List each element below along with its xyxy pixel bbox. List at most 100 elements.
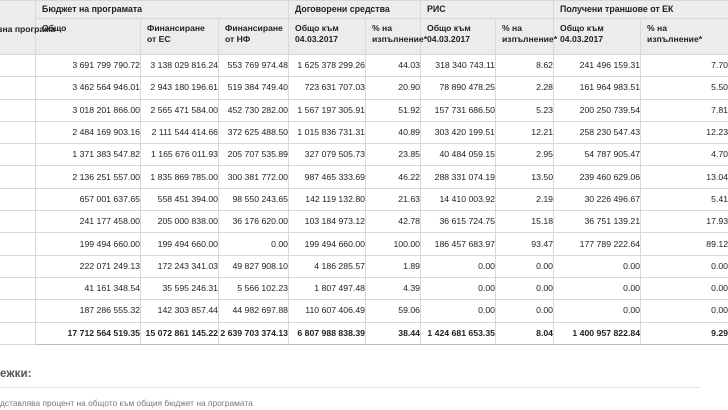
table-subheader-row: Общо Финансиране от ЕС Финансиране от НФ… [0, 17, 728, 55]
row-label[interactable] [0, 120, 36, 145]
table-row: п 199 494 660.00 199 494 660.00 0.00 199… [0, 232, 728, 256]
cell-ris-percent: 0.00 [495, 276, 555, 301]
cell-tranches-total: 30 226 496.67 [553, 187, 642, 212]
cell-ris-total: 36 615 724.75 [420, 210, 497, 234]
group-header-program-budget: Бюджет на програмата [34, 0, 290, 19]
cell-eu-funding: 172 243 341.03 [140, 254, 219, 278]
cell-eu-funding: 2 565 471 584.00 [140, 98, 219, 122]
table-row: 657 001 637.65 558 451 394.00 98 550 243… [0, 187, 728, 212]
cell-ris-percent: 5.23 [495, 98, 555, 122]
cell-ris-total: 0.00 [420, 299, 497, 323]
table-body: 3 691 799 790.72 3 138 029 816.24 553 76… [0, 53, 728, 345]
cell-ris-total: 0.00 [420, 276, 497, 301]
cell-nf-funding: 49 827 908.10 [217, 254, 290, 278]
cell-total-budget: 2 136 251 557.00 [35, 165, 141, 189]
cell-contracted-total: 110 607 406.49 [288, 299, 367, 323]
cell-tranches-percent: 5.50 [640, 76, 728, 100]
cell-tranches-percent: 89.12 [640, 232, 728, 256]
cell-ris-total: 40 484 059.15 [420, 143, 497, 167]
cell-contracted-total: 1 625 378 299.26 [288, 53, 367, 78]
cell-eu-funding: 1 165 676 011.93 [140, 143, 219, 167]
row-label[interactable] [0, 276, 36, 301]
cell-tranches-total: 0.00 [553, 276, 642, 301]
cell-contracted-total: 199 494 660.00 [288, 232, 367, 256]
row-label[interactable] [0, 187, 36, 212]
col-header-tranches-percent: % на изпълнение* [640, 17, 728, 55]
group-header-ec-tranches: Получени траншове от ЕК [553, 0, 728, 19]
cell-ris-percent: 2.95 [495, 143, 555, 167]
row-label[interactable] [0, 299, 36, 323]
cell-tranches-percent: 4.70 [640, 143, 728, 167]
budget-table: Оперативна програма Бюджет на програмата… [0, 0, 728, 345]
table-row: 2 136 251 557.00 1 835 869 785.00 300 38… [0, 165, 728, 189]
row-label[interactable] [0, 210, 36, 234]
cell-ris-total: 288 331 074.19 [420, 165, 497, 189]
cell-total-budget: 199 494 660.00 [35, 232, 141, 256]
cell-nf-funding: 553 769 974.48 [217, 53, 290, 78]
row-header-corner: Оперативна програма [0, 0, 55, 55]
cell-contracted-total: 327 079 505.73 [288, 143, 367, 167]
cell-contracted-percent: 46.22 [365, 165, 422, 189]
cell-contracted-percent: 23.85 [365, 143, 422, 167]
row-label[interactable]: п [0, 232, 36, 256]
cell-ris-percent: 0.00 [495, 254, 555, 278]
cell-eu-funding: 199 494 660.00 [140, 232, 219, 256]
cell-eu-funding: 3 138 029 816.24 [140, 53, 219, 78]
cell-ris-total: 157 731 686.50 [420, 98, 497, 122]
cell-total-budget: 657 001 637.65 [35, 187, 141, 212]
cell-tranches-total: 36 751 139.21 [553, 210, 642, 234]
total-eu-funding: 15 072 861 145.22 [140, 321, 219, 345]
cell-contracted-total: 987 465 333.69 [288, 165, 367, 189]
cell-eu-funding: 1 835 869 785.00 [140, 165, 219, 189]
total-ris-percent: 8.04 [495, 321, 555, 345]
row-label[interactable] [0, 53, 36, 78]
cell-contracted-percent: 44.03 [365, 53, 422, 78]
cell-total-budget: 222 071 249.13 [35, 254, 141, 278]
cell-tranches-total: 241 496 159.31 [553, 53, 642, 78]
cell-tranches-percent: 0.00 [640, 299, 728, 323]
cell-ris-percent: 93.47 [495, 232, 555, 256]
row-label[interactable] [0, 254, 36, 278]
table-row: 222 071 249.13 172 243 341.03 49 827 908… [0, 254, 728, 278]
cell-tranches-total: 258 230 547.43 [553, 120, 642, 145]
cell-contracted-percent: 40.89 [365, 120, 422, 145]
cell-ris-percent: 12.21 [495, 120, 555, 145]
total-nf-funding: 2 639 703 374.13 [217, 321, 290, 345]
cell-nf-funding: 205 707 535.89 [217, 143, 290, 167]
table-group-header-row: Оперативна програма Бюджет на програмата… [0, 0, 728, 55]
cell-ris-percent: 0.00 [495, 299, 555, 323]
cell-eu-funding: 142 303 857.44 [140, 299, 219, 323]
cell-tranches-percent: 0.00 [640, 254, 728, 278]
row-label[interactable] [0, 98, 36, 122]
cell-total-budget: 187 286 555.32 [35, 299, 141, 323]
cell-contracted-percent: 51.92 [365, 98, 422, 122]
cell-tranches-percent: 7.81 [640, 98, 728, 122]
cell-tranches-total: 177 789 222.64 [553, 232, 642, 256]
row-label[interactable] [0, 76, 36, 100]
cell-contracted-total: 103 184 973.12 [288, 210, 367, 234]
cell-total-budget: 3 462 564 946.01 [35, 76, 141, 100]
cell-ris-total: 303 420 199.51 [420, 120, 497, 145]
table-head: Оперативна програма Бюджет на програмата… [0, 0, 728, 55]
cell-nf-funding: 452 730 282.00 [217, 98, 290, 122]
cell-tranches-percent: 13.04 [640, 165, 728, 189]
cell-tranches-percent: 17.93 [640, 210, 728, 234]
cell-nf-funding: 5 566 102.23 [217, 276, 290, 301]
col-header-contracted-total: Общо към 04.03.2017 [288, 17, 367, 55]
cell-contracted-percent: 21.63 [365, 187, 422, 212]
col-header-ris-total: Общо към 04.03.2017 [420, 17, 497, 55]
row-label[interactable]: р [0, 143, 36, 167]
table-row: 3 462 564 946.01 2 943 180 196.61 519 38… [0, 76, 728, 100]
table-total-row: 17 712 564 519.35 15 072 861 145.22 2 63… [0, 321, 728, 345]
cell-nf-funding: 36 176 620.00 [217, 210, 290, 234]
row-label[interactable] [0, 165, 36, 189]
cell-ris-percent: 15.18 [495, 210, 555, 234]
cell-contracted-percent: 42.78 [365, 210, 422, 234]
cell-ris-percent: 8.62 [495, 53, 555, 78]
col-header-contracted-percent: % на изпълнение* [365, 17, 427, 55]
cell-nf-funding: 0.00 [217, 232, 290, 256]
cell-total-budget: 3 691 799 790.72 [35, 53, 141, 78]
cell-tranches-percent: 0.00 [640, 276, 728, 301]
